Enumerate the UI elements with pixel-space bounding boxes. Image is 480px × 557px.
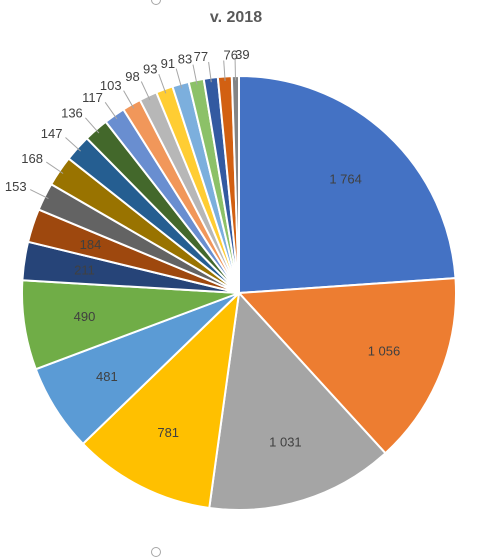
slice-data-label: 184 (80, 237, 102, 252)
slice-data-label: 93 (143, 62, 157, 77)
leader-line (85, 118, 99, 133)
slice-data-label: 39 (235, 47, 249, 62)
slice-data-label: 1 056 (368, 344, 401, 359)
slice-data-label: 153 (5, 179, 27, 194)
slice-data-label: 211 (74, 262, 95, 277)
leader-line (66, 138, 81, 152)
slice-data-label: 98 (125, 69, 139, 84)
slice-data-label: 103 (100, 78, 122, 93)
slice-data-label: 136 (61, 106, 83, 121)
slice-data-label: 781 (157, 425, 179, 440)
slice-data-label: 77 (194, 49, 208, 64)
slice-data-label: 481 (96, 369, 118, 384)
bottom-resize-handle[interactable] (151, 547, 161, 557)
leader-line (105, 102, 117, 119)
slice-data-label: 1 031 (269, 435, 302, 450)
slice-data-label: 490 (74, 309, 96, 324)
slice-data-label: 168 (21, 151, 43, 166)
slice-data-label: 91 (161, 56, 175, 71)
slice-data-label: 83 (178, 52, 192, 67)
slice-data-label: 1 764 (329, 171, 362, 186)
slice-data-label: 147 (41, 126, 63, 141)
